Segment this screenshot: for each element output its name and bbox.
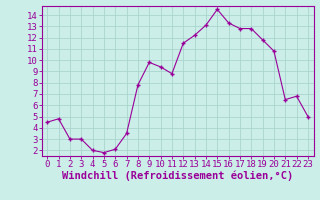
X-axis label: Windchill (Refroidissement éolien,°C): Windchill (Refroidissement éolien,°C) xyxy=(62,171,293,181)
